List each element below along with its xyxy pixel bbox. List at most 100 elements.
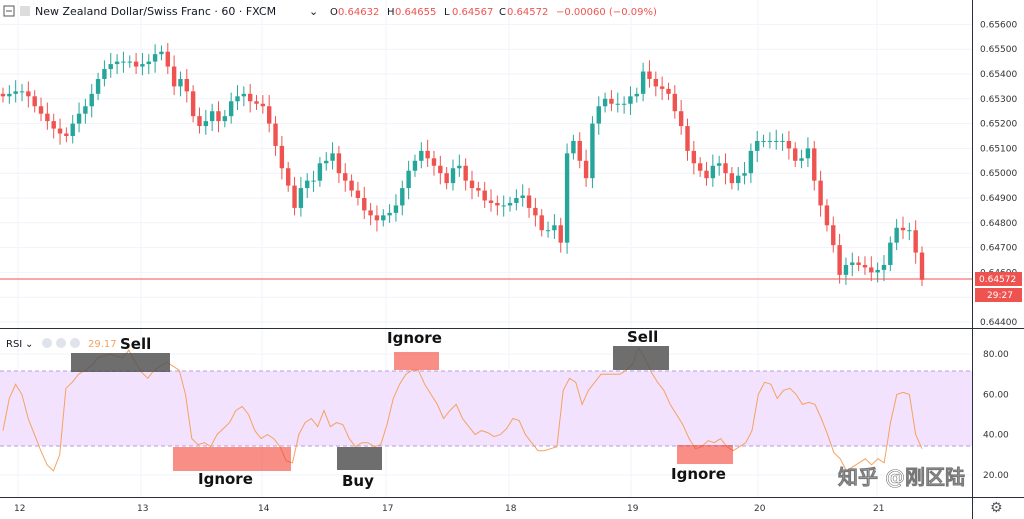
price-tick-label: 0.65400 <box>980 70 1017 80</box>
candle-body <box>45 113 50 122</box>
candle-body <box>482 190 487 201</box>
candle <box>279 136 285 180</box>
candle <box>552 214 557 239</box>
candle <box>818 170 823 217</box>
candle <box>558 217 563 253</box>
candle-body <box>539 215 544 231</box>
candle <box>736 167 741 191</box>
candle <box>742 162 747 185</box>
candle <box>406 160 411 200</box>
candle-body <box>368 210 373 216</box>
candle <box>501 195 506 217</box>
rsi-axis[interactable]: 80.00 60.00 40.00 20.00 <box>983 350 1009 481</box>
rsi-label[interactable]: RSI <box>6 339 22 350</box>
candle-body <box>476 188 481 191</box>
candle <box>907 222 912 241</box>
candle <box>140 52 145 76</box>
candle-body <box>799 158 804 161</box>
candle <box>888 236 893 272</box>
time-axis[interactable]: 12 13 14 17 18 19 20 21 <box>14 504 884 514</box>
chevron-down-icon[interactable]: ⌄ <box>25 339 33 350</box>
candle-body <box>51 121 56 129</box>
annotation-ignore-label-1: Ignore <box>198 470 253 488</box>
candle <box>45 102 50 130</box>
candle <box>488 189 494 212</box>
open-value: 0.64632 <box>338 7 379 18</box>
time-tick-label: 21 <box>873 504 884 514</box>
settings-icon[interactable] <box>56 338 66 348</box>
gear-icon[interactable]: ⚙ <box>990 500 1003 516</box>
candle <box>774 129 779 150</box>
annotation-ignore-box-2 <box>394 352 439 370</box>
candle-body <box>159 51 164 55</box>
candle-body <box>552 225 557 231</box>
candle-body <box>900 227 906 231</box>
candle-body <box>704 170 709 179</box>
candle-body <box>450 168 456 184</box>
candle-body <box>564 153 570 243</box>
candle-body <box>875 269 880 273</box>
candle-body <box>457 165 462 169</box>
candle-body <box>463 165 468 181</box>
symbol-title[interactable]: New Zealand Dollar/Swiss Franc · 60 · FX… <box>35 5 276 18</box>
candle-body <box>349 180 354 191</box>
candle <box>330 142 335 170</box>
candle <box>127 55 132 68</box>
candle-body <box>862 264 868 268</box>
candle <box>457 154 462 177</box>
candle-body <box>64 133 69 136</box>
candle-body <box>76 113 82 124</box>
close-value: 0.64572 <box>507 7 548 18</box>
candle <box>463 158 468 191</box>
candle <box>298 176 304 217</box>
candle <box>482 181 487 208</box>
candle-body <box>685 126 690 151</box>
candle <box>305 173 310 198</box>
candle <box>564 143 570 254</box>
candle <box>431 150 437 176</box>
candle <box>254 95 259 110</box>
candle <box>850 252 855 277</box>
price-badge <box>975 272 1022 286</box>
annotation-sell-box-2 <box>613 346 669 370</box>
candle <box>381 209 386 227</box>
candle-body <box>152 54 158 62</box>
candle <box>786 131 792 160</box>
collapse-icon[interactable] <box>3 5 15 17</box>
candle-body <box>241 93 247 97</box>
candle <box>704 162 709 186</box>
candle-body <box>381 215 386 221</box>
candle-body <box>628 96 633 104</box>
candle-body <box>647 71 652 79</box>
annotation-buy-label: Buy <box>342 472 374 490</box>
close-icon[interactable] <box>70 338 80 348</box>
countdown-badge <box>975 288 1022 302</box>
eye-icon[interactable] <box>42 338 52 348</box>
candle <box>425 139 430 167</box>
candle <box>583 149 589 187</box>
candle-body <box>19 91 25 93</box>
chart-header: New Zealand Dollar/Swiss Franc · 60 · FX… <box>3 5 657 18</box>
candle-body <box>869 267 874 273</box>
candle-body <box>400 188 405 206</box>
candle <box>393 194 399 222</box>
candle-body <box>108 64 113 70</box>
candle <box>349 174 354 197</box>
candle <box>247 83 253 113</box>
candle-body <box>419 150 424 161</box>
candle-body <box>577 140 582 161</box>
candle-body <box>653 78 659 87</box>
candle-body <box>742 173 747 176</box>
candle-body <box>444 173 449 184</box>
candle <box>209 103 215 132</box>
time-tick-label: 13 <box>137 504 148 514</box>
candle <box>596 96 601 135</box>
candle <box>628 86 633 115</box>
candle <box>438 155 443 185</box>
candle <box>241 86 247 107</box>
chevron-down-icon[interactable]: ⌄ <box>309 5 318 18</box>
candle <box>450 159 456 191</box>
candle-body <box>305 180 310 189</box>
